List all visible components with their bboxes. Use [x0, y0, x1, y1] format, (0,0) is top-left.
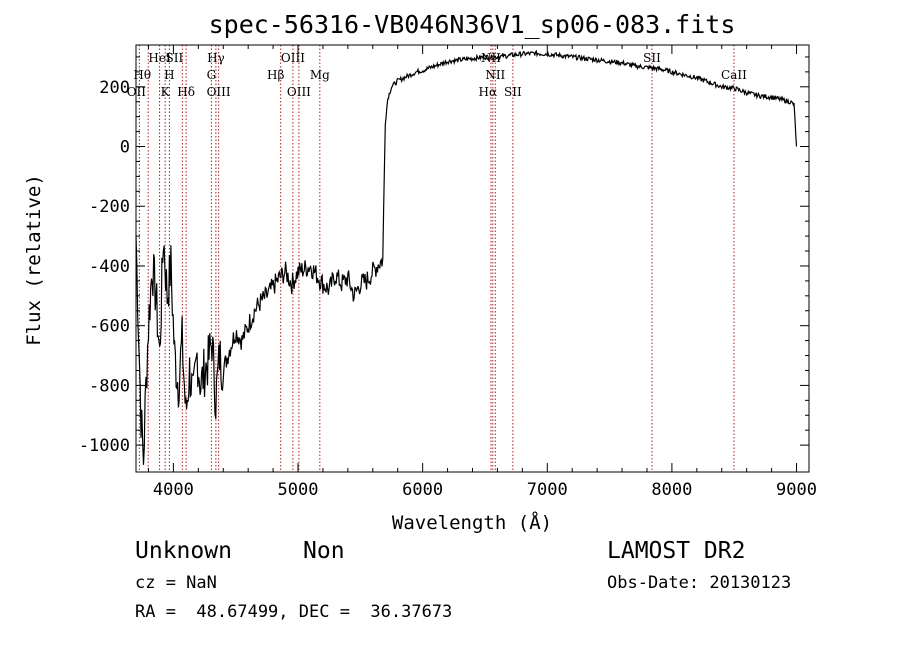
- spectrum-line: [135, 49, 798, 465]
- x-axis-label: Wavelength (Å): [392, 511, 552, 534]
- line-label-6: Hδ: [177, 85, 195, 99]
- line-label-8: Hγ: [207, 51, 225, 65]
- line-label-10: Hβ: [267, 68, 284, 82]
- line-label-15: Hα: [479, 85, 498, 99]
- y-tick-label: -200: [89, 197, 130, 217]
- y-tick-label: 200: [99, 78, 130, 98]
- line-label-14: NII: [481, 51, 501, 65]
- line-label-3: K: [161, 85, 171, 99]
- plot-frame: [135, 44, 810, 473]
- redshift-cz: cz = NaN: [135, 573, 217, 593]
- y-tick-label: -600: [89, 317, 130, 337]
- line-label-9: OIII: [207, 85, 231, 99]
- y-tick-label: -1000: [79, 436, 130, 456]
- line-label-17: SII: [504, 85, 522, 99]
- coordinates: RA = 48.67499, DEC = 36.37673: [135, 602, 453, 622]
- x-tick-label: 8000: [651, 480, 692, 500]
- y-tick-label: 0: [120, 138, 130, 158]
- line-label-19: CaII: [721, 68, 747, 82]
- observation-date: Obs-Date: 20130123: [607, 573, 792, 593]
- line-label-2: HeI: [148, 51, 171, 65]
- line-label-4: H: [164, 68, 174, 82]
- line-label-16: NII: [485, 68, 505, 82]
- y-tick-label: -400: [89, 257, 130, 277]
- x-tick-label: 7000: [527, 480, 568, 500]
- object-subclass: Non: [303, 538, 345, 564]
- line-label-11: OIII: [281, 51, 305, 65]
- plot-area: 4000 5000 6000 7000 8000 9000 -1000 -800 -600 -40…: [79, 44, 817, 500]
- line-label-18: SII: [643, 51, 661, 65]
- survey-name: LAMOST DR2: [607, 538, 746, 564]
- x-tick-label: 6000: [402, 480, 443, 500]
- y-tick-label: -800: [89, 376, 130, 396]
- object-class: Unknown: [135, 538, 232, 564]
- x-tick-label: 5000: [278, 480, 319, 500]
- x-tick-label: 4000: [153, 480, 194, 500]
- line-label-5: SII: [166, 51, 184, 65]
- line-label-1: Hθ: [133, 68, 151, 82]
- line-label-7: G: [207, 68, 217, 82]
- line-label-13: Mg: [310, 68, 330, 82]
- y-axis-label: Flux (relative): [23, 174, 45, 346]
- line-label-0: OII: [127, 85, 147, 99]
- line-label-12: OIII: [287, 85, 311, 99]
- chart-title: spec-56316-VB046N36V1_sp06-083.fits: [209, 10, 736, 39]
- x-tick-label: 9000: [776, 480, 817, 500]
